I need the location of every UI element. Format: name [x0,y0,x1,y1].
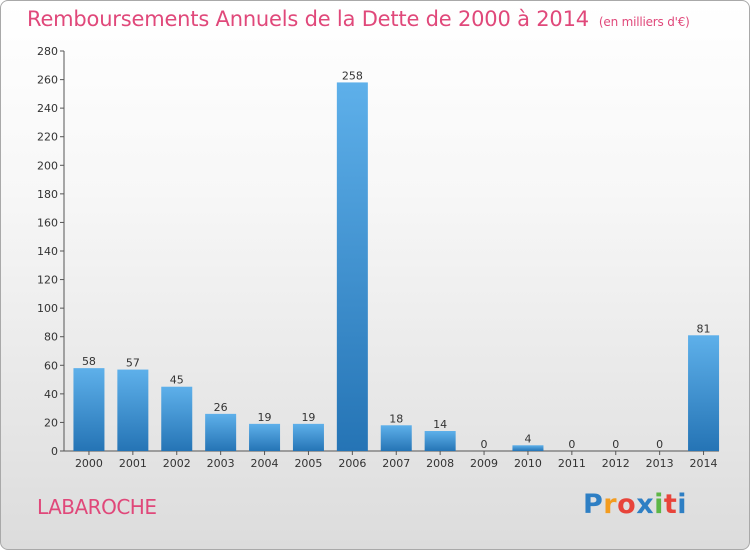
bar [205,413,237,451]
x-tick-label: 2012 [602,457,630,470]
x-tick-label: 2013 [646,457,674,470]
logo-letter: x [636,489,655,520]
logo-letter: i [654,489,664,520]
x-tick-label: 2011 [558,457,586,470]
data-label: 0 [656,438,663,451]
y-tick-label: 160 [37,216,58,229]
bar [249,423,281,451]
data-label: 58 [82,355,96,368]
x-tick-label: 2009 [470,457,498,470]
bar [161,386,193,451]
data-label: 57 [126,357,140,370]
logo-letter: r [603,489,618,520]
y-tick-label: 240 [37,102,58,115]
data-label: 19 [258,411,272,424]
y-tick-label: 140 [37,245,58,258]
x-tick-label: 2001 [119,457,147,470]
x-tick-label: 2010 [514,457,542,470]
y-tick-label: 20 [44,416,58,429]
x-tick-label: 2002 [163,457,191,470]
data-label: 0 [568,438,575,451]
y-tick-label: 220 [37,131,58,144]
y-tick-label: 280 [37,45,58,58]
data-label: 258 [342,69,363,82]
bar [512,445,544,451]
data-label: 45 [170,374,184,387]
x-tick-label: 2005 [294,457,322,470]
y-tick-label: 40 [44,388,58,401]
x-tick-label: 2000 [75,457,103,470]
logo-letter: t [663,489,678,520]
bar [336,82,368,451]
bar [292,423,324,451]
data-label: 81 [697,322,711,335]
y-tick-label: 260 [37,74,58,87]
bar [73,368,105,451]
x-tick-label: 2006 [338,457,366,470]
y-tick-label: 60 [44,359,58,372]
data-label: 18 [389,412,403,425]
chart-title-text: Remboursements Annuels de la Dette de 20… [27,7,589,31]
proxiti-logo: Proxiti [583,489,687,520]
data-label: 4 [524,432,531,445]
bar [688,335,720,451]
y-tick-label: 0 [51,445,58,458]
bar [117,369,149,451]
y-tick-label: 180 [37,188,58,201]
x-tick-label: 2008 [426,457,454,470]
data-label: 19 [301,411,315,424]
y-tick-label: 80 [44,331,58,344]
y-tick-label: 200 [37,159,58,172]
x-tick-label: 2014 [690,457,718,470]
x-tick-label: 2003 [207,457,235,470]
logo-letter: i [677,489,688,520]
logo-letter: P [583,489,604,520]
bar [424,431,456,451]
data-label: 0 [481,438,488,451]
logo-letter: o [617,489,637,520]
data-label: 14 [433,418,447,431]
commune-name: LABAROCHE [37,495,157,519]
data-label: 0 [612,438,619,451]
bar [380,425,412,451]
chart-title: Remboursements Annuels de la Dette de 20… [27,7,690,31]
chart-unit: (en milliers d'€) [598,15,690,29]
y-tick-label: 120 [37,274,58,287]
x-tick-label: 2004 [251,457,279,470]
data-label: 26 [214,401,228,414]
x-tick-label: 2007 [382,457,410,470]
y-tick-label: 100 [37,302,58,315]
